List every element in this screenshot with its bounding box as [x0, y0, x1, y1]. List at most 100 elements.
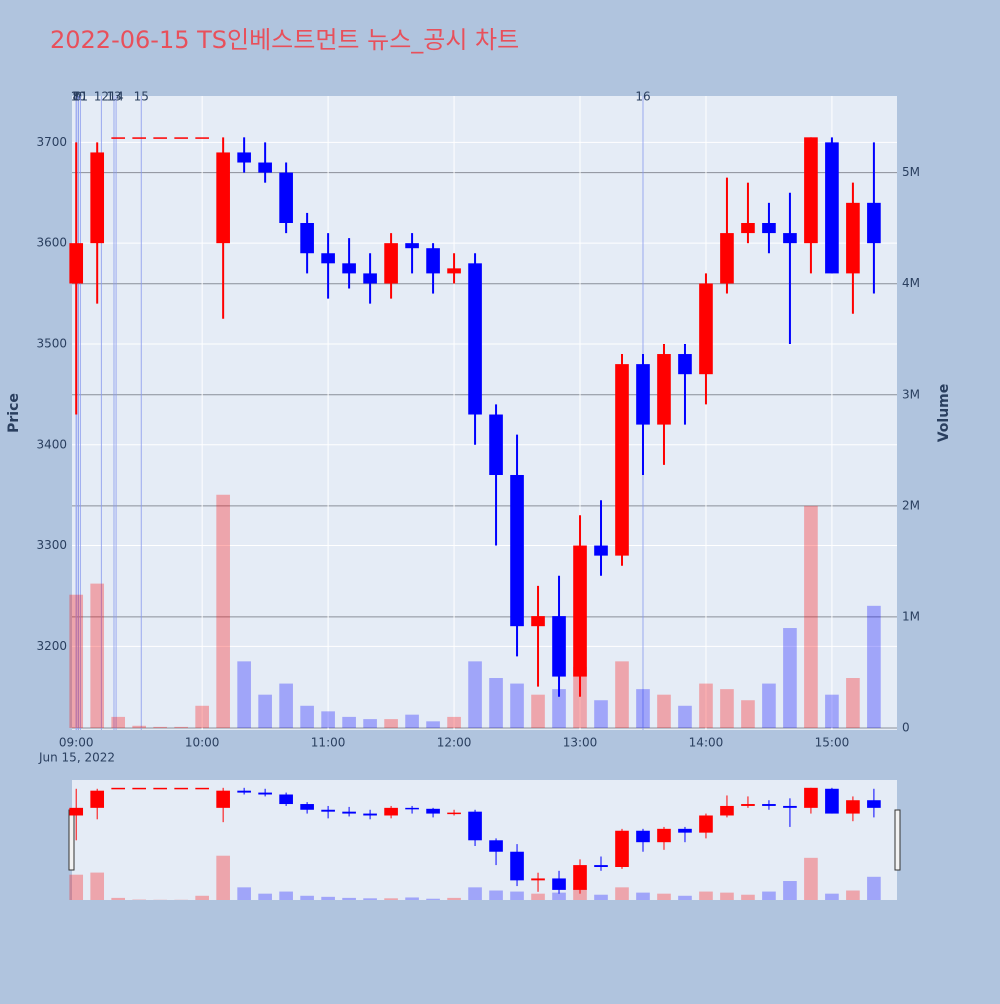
volume-bar: [258, 894, 272, 900]
volume-bar: [321, 711, 335, 728]
range-slider[interactable]: [72, 780, 897, 900]
volume-bar: [636, 689, 650, 728]
volume-bar: [69, 875, 83, 900]
volume-bar: [384, 719, 398, 728]
y-tick-label: 3600: [36, 236, 67, 250]
candle-body: [552, 616, 566, 676]
candle-body: [720, 806, 734, 816]
volume-bar: [69, 595, 83, 728]
volume-bar: [678, 896, 692, 900]
volume-bar: [447, 898, 461, 900]
candle-body: [867, 800, 881, 808]
volume-bar: [510, 684, 524, 728]
candle-body: [762, 804, 776, 806]
y2-tick-label: 1M: [902, 609, 920, 623]
volume-bar: [216, 495, 230, 728]
volume-bar: [741, 700, 755, 728]
candle-body: [153, 788, 167, 790]
volume-bar: [867, 606, 881, 728]
candle-body: [510, 852, 524, 881]
volume-bar: [195, 896, 209, 900]
volume-bar: [762, 684, 776, 728]
volume-bar: [363, 719, 377, 728]
candle-body: [762, 223, 776, 233]
y-tick-label: 3700: [36, 135, 67, 149]
volume-bar: [825, 894, 839, 900]
y2-tick-label: 2M: [902, 498, 920, 512]
candle-body: [657, 829, 671, 842]
y-axis-title: Price: [6, 393, 22, 433]
y2-tick-label: 0: [902, 721, 910, 735]
candle-body: [216, 152, 230, 243]
candle-body: [615, 831, 629, 867]
volume-bar: [657, 894, 671, 900]
x-tick-label: 09:00: [59, 736, 94, 750]
candle-body: [783, 806, 797, 808]
slider-handle[interactable]: [895, 810, 900, 870]
candle-body: [447, 268, 461, 273]
volume-bar: [258, 695, 272, 728]
y2-tick-label: 3M: [902, 387, 920, 401]
candle-body: [447, 813, 461, 815]
volume-bar: [867, 877, 881, 900]
candle-body: [363, 273, 377, 283]
volume-bar: [741, 895, 755, 900]
candle-body: [300, 223, 314, 253]
slider-handle[interactable]: [69, 810, 74, 870]
volume-bar: [111, 898, 125, 900]
volume-bar: [825, 695, 839, 728]
volume-bar: [300, 896, 314, 900]
candle-body: [468, 263, 482, 414]
volume-bar: [489, 678, 503, 728]
candle-body: [90, 152, 104, 243]
candle-body: [342, 263, 356, 273]
candle-body: [174, 788, 188, 790]
candle-body: [531, 878, 545, 880]
volume-bar: [132, 726, 146, 728]
volume-bar: [153, 727, 167, 728]
candle-body: [384, 243, 398, 283]
x-date-label: Jun 15, 2022: [38, 751, 115, 765]
candle-body: [741, 804, 755, 806]
volume-bar: [678, 706, 692, 728]
x-tick-label: 12:00: [437, 736, 472, 750]
volume-bar: [720, 689, 734, 728]
y-tick-label: 3500: [36, 336, 67, 350]
volume-bar: [405, 715, 419, 728]
candle-body: [363, 814, 377, 816]
candle-body: [657, 354, 671, 425]
volume-bar: [846, 678, 860, 728]
news-label: 11: [73, 90, 88, 104]
volume-bar: [531, 894, 545, 900]
candle-body: [783, 233, 797, 243]
candle-body: [321, 253, 335, 263]
candle-body: [195, 137, 209, 139]
volume-bar: [111, 717, 125, 728]
candle-body: [720, 233, 734, 283]
candle-body: [132, 788, 146, 790]
candle-body: [825, 142, 839, 273]
candle-body: [678, 354, 692, 374]
candle-body: [174, 137, 188, 139]
volume-bar: [846, 891, 860, 900]
candle-body: [258, 793, 272, 795]
candle-body: [279, 173, 293, 223]
candle-body: [867, 203, 881, 243]
candle-body: [804, 788, 818, 808]
volume-bar: [762, 892, 776, 900]
volume-bar: [468, 887, 482, 900]
volume-bar: [279, 892, 293, 900]
candle-body: [741, 223, 755, 233]
x-tick-label: 10:00: [185, 736, 220, 750]
candle-body: [699, 815, 713, 832]
candle-body: [237, 152, 251, 162]
candle-body: [846, 800, 860, 813]
candle-body: [426, 809, 440, 814]
volume-bar: [426, 899, 440, 900]
candle-body: [132, 137, 146, 139]
volume-bar: [489, 891, 503, 900]
candle-body: [426, 248, 440, 273]
news-label: 15: [134, 90, 149, 104]
volume-bar: [468, 661, 482, 728]
